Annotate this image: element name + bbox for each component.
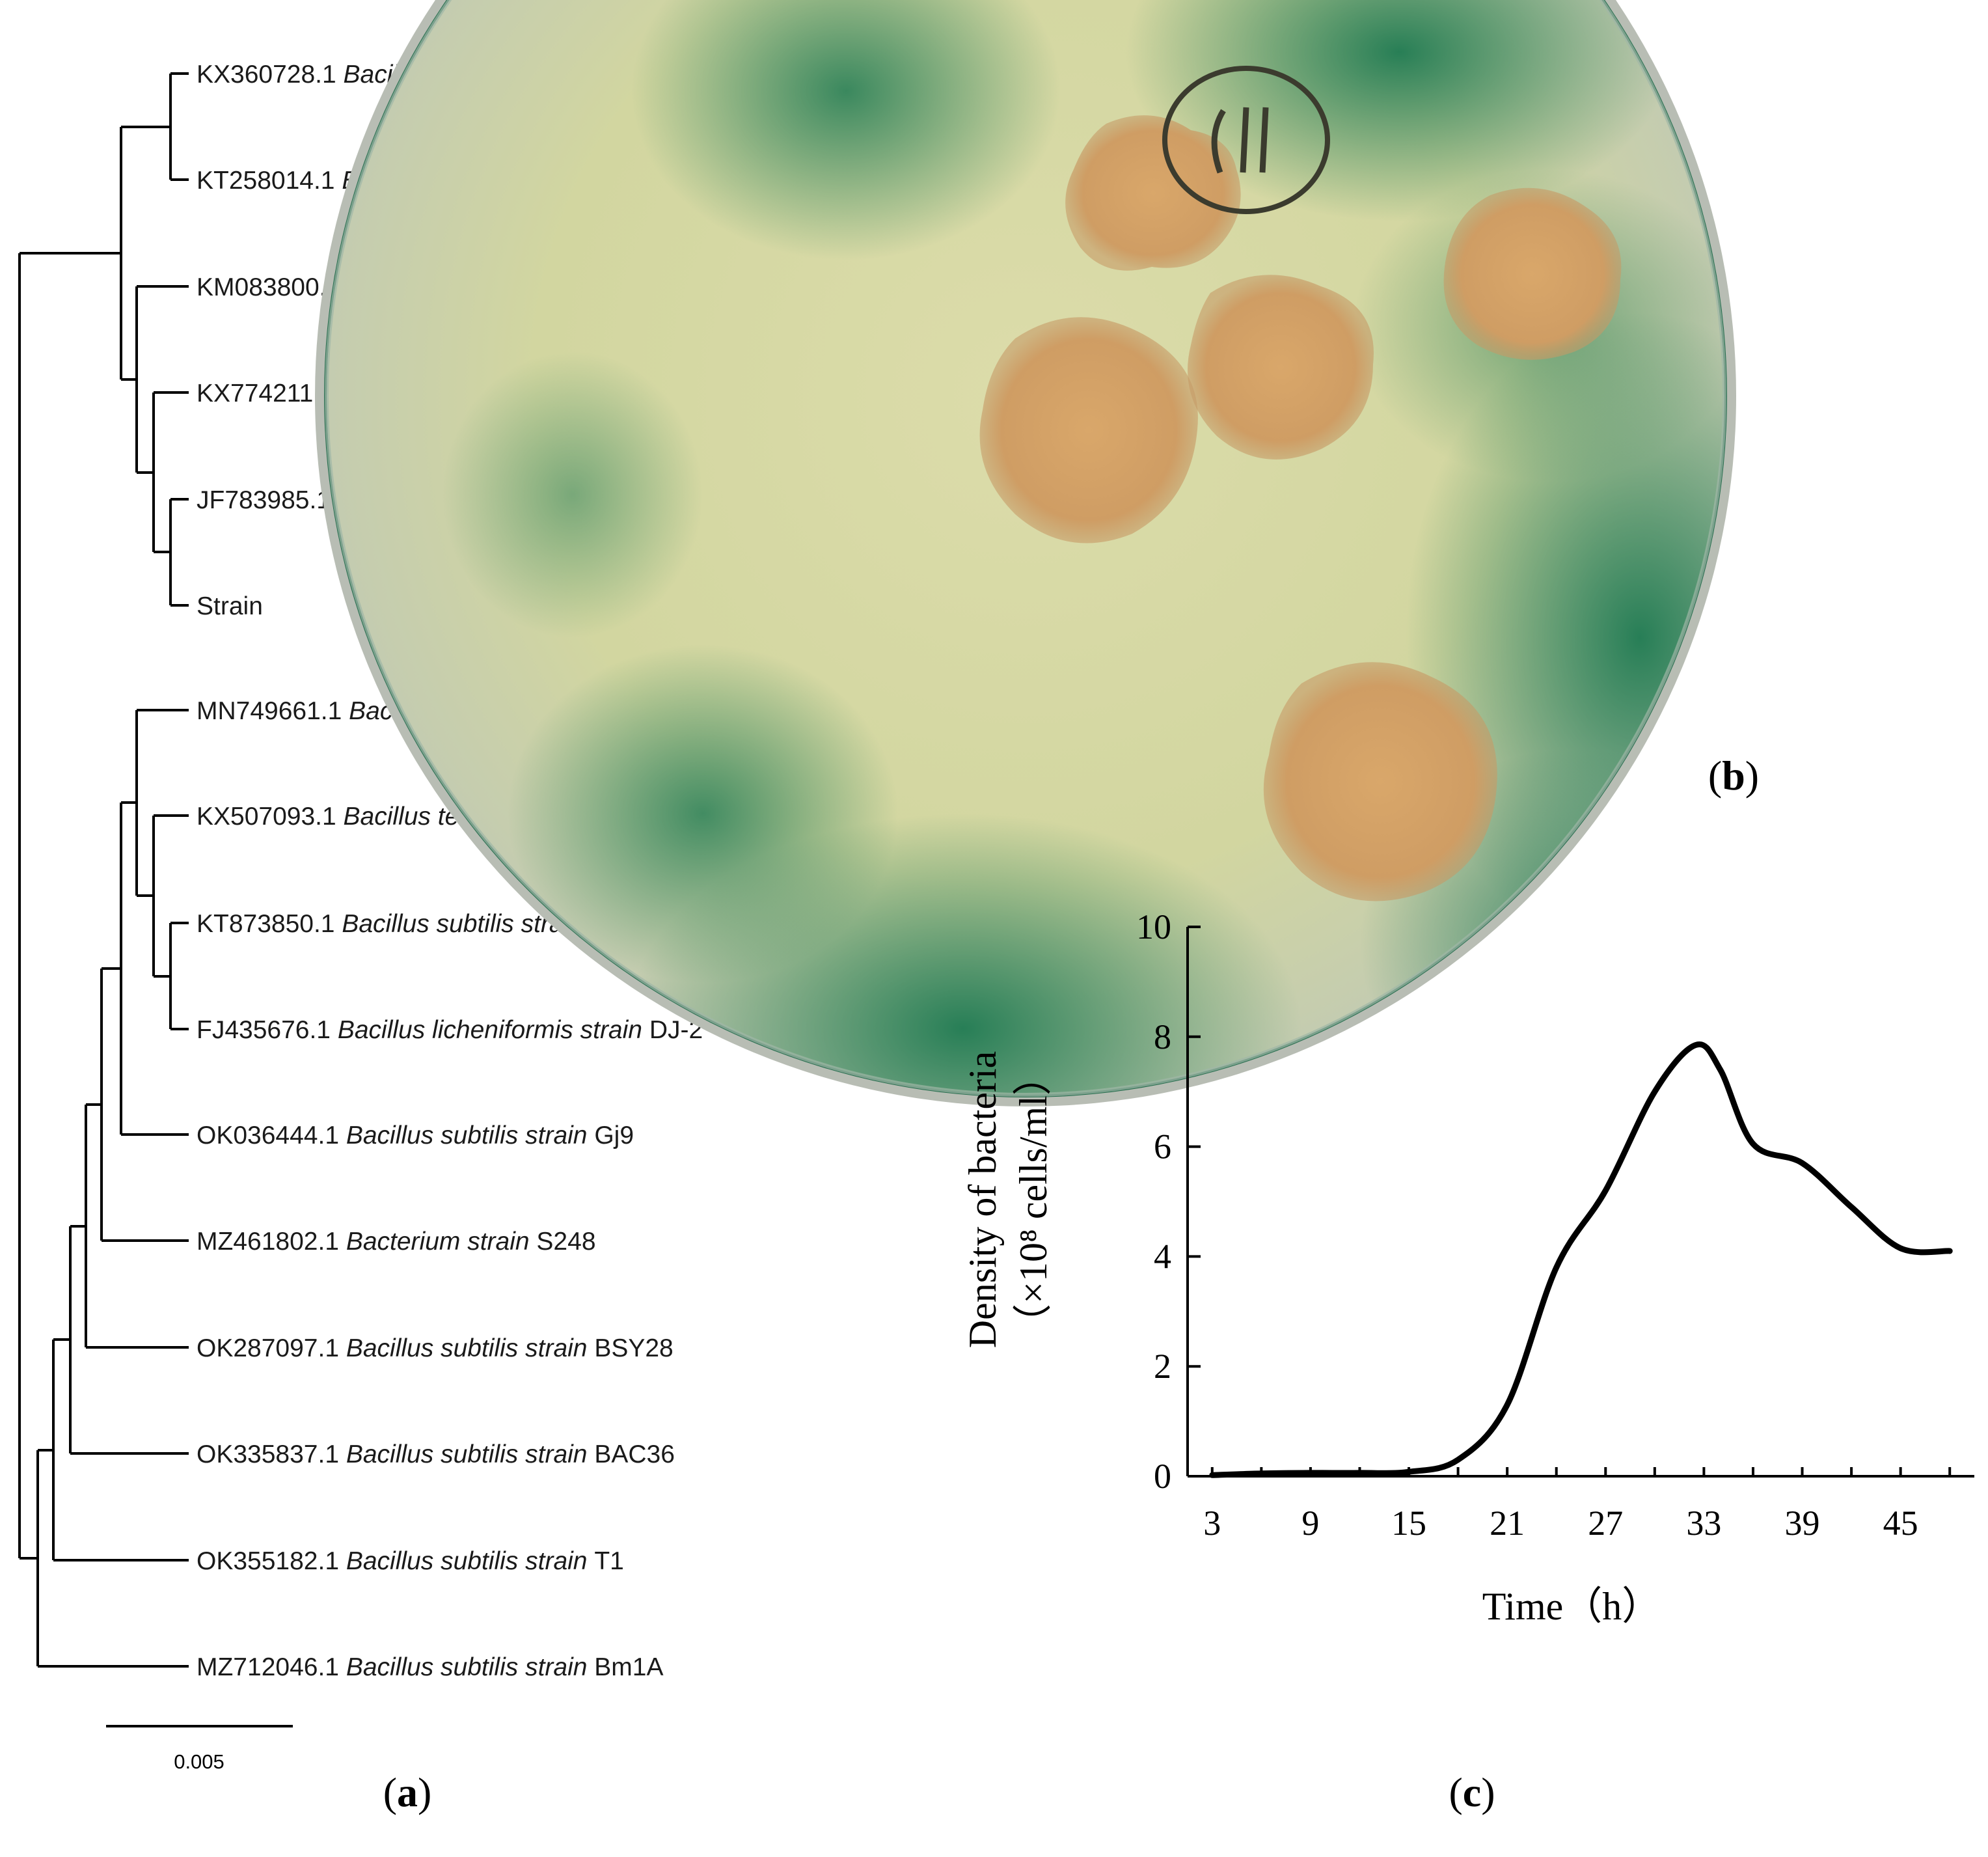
- tip-accession: MZ461802.1: [197, 1228, 346, 1256]
- pen-marking: [1162, 66, 1330, 214]
- tip-species: Bacterium strain: [346, 1228, 537, 1256]
- tip-strain: Strain: [197, 592, 263, 620]
- scale-bar-label: 0.005: [174, 1750, 225, 1773]
- y-tick-label: 8: [1154, 1017, 1171, 1056]
- panel-label-b: (b): [1708, 752, 1759, 799]
- x-tick-label: 45: [1883, 1504, 1918, 1543]
- x-tick-label: 39: [1785, 1504, 1820, 1543]
- y-tick-label: 6: [1154, 1127, 1171, 1166]
- petri-dish-photo: (b): [315, 0, 1759, 1107]
- colony-1: [1065, 115, 1241, 271]
- tip-label: OK287097.1 Bacillus subtilis strain BSY2…: [197, 1334, 674, 1362]
- tip-label: MZ461802.1 Bacterium strain S248: [197, 1228, 596, 1256]
- tip-species: Bacillus subtilis strain: [346, 1653, 594, 1681]
- y-axis-ticks: 0 2 4 6 8 10: [1136, 907, 1201, 1496]
- y-tick-label: 0: [1154, 1457, 1171, 1496]
- y-axis-title: Density of bacteria: [961, 1051, 1004, 1348]
- tip-species: Bacillus subtilis strain: [346, 1440, 594, 1468]
- tip-accession: KX360728.1: [197, 61, 344, 89]
- panel-label-c: (c): [1449, 1769, 1495, 1815]
- tip-label: OK335837.1 Bacillus subtilis strain BAC3…: [197, 1440, 675, 1468]
- tip-species: Bacillus licheniformis strain: [338, 1016, 649, 1044]
- colony-4: [979, 317, 1198, 543]
- growth-curve-line: [1209, 1041, 1953, 1478]
- x-tick-label: 33: [1686, 1504, 1721, 1543]
- colony-3: [1188, 275, 1374, 460]
- tip-species: Bacillus subtilis strain: [346, 1121, 594, 1149]
- tip-species: Bacillus subtilis strain: [346, 1334, 594, 1362]
- tip-strain: Bm1A: [594, 1653, 663, 1681]
- y-tick-label: 10: [1136, 907, 1171, 946]
- tip-accession: KX507093.1: [197, 803, 344, 831]
- y-axis-unit: （×10⁸ cells/ml）: [1012, 1056, 1055, 1343]
- tip-label: MZ712046.1 Bacillus subtilis strain Bm1A: [197, 1653, 663, 1681]
- agar-medium: [327, 0, 1724, 1095]
- tip-label: OK355182.1 Bacillus subtilis strain T1: [197, 1547, 624, 1575]
- x-tick-label: 9: [1301, 1504, 1319, 1543]
- tip-label: FJ435676.1 Bacillus licheniformis strain…: [197, 1016, 703, 1044]
- x-axis-ticks: 3 9 15 21 27 33 39 45: [1203, 1467, 1952, 1543]
- tip-strain: Gj9: [594, 1121, 634, 1149]
- tip-strain: BSY28: [594, 1334, 673, 1362]
- tip-accession: FJ435676.1: [197, 1016, 338, 1044]
- tree-branches: [18, 72, 189, 1668]
- tip-accession: KT258014.1: [197, 167, 342, 195]
- colony-2: [1443, 187, 1622, 360]
- tip-accession: MN749661.1: [197, 697, 349, 725]
- y-tick-label: 4: [1154, 1237, 1171, 1276]
- x-tick-label: 15: [1391, 1504, 1426, 1543]
- tip-label: OK036444.1 Bacillus subtilis strain Gj9: [197, 1121, 634, 1149]
- x-tick-label: 21: [1490, 1504, 1525, 1543]
- x-tick-label: 27: [1588, 1504, 1623, 1543]
- panel-label-a: (a): [383, 1769, 432, 1815]
- tip-accession: JF783985.1: [197, 486, 338, 514]
- colony-5: [1263, 662, 1497, 901]
- tip-strain: T1: [594, 1547, 624, 1575]
- tip-accession: MZ712046.1: [197, 1653, 346, 1681]
- tip-label: Strain: [197, 592, 263, 620]
- x-tick-label: 3: [1203, 1504, 1221, 1543]
- tip-accession: OK036444.1: [197, 1121, 346, 1149]
- tip-strain: S248: [536, 1228, 595, 1256]
- tip-accession: OK355182.1: [197, 1547, 346, 1575]
- tip-accession: OK335837.1: [197, 1440, 346, 1468]
- tip-species: Bacillus subtilis strain: [346, 1547, 594, 1575]
- tip-strain: BAC36: [594, 1440, 675, 1468]
- tip-accession: OK287097.1: [197, 1334, 346, 1362]
- x-axis-title: Time（h）: [1482, 1585, 1661, 1628]
- tip-accession: KT873850.1: [197, 910, 342, 938]
- y-tick-label: 2: [1154, 1347, 1171, 1386]
